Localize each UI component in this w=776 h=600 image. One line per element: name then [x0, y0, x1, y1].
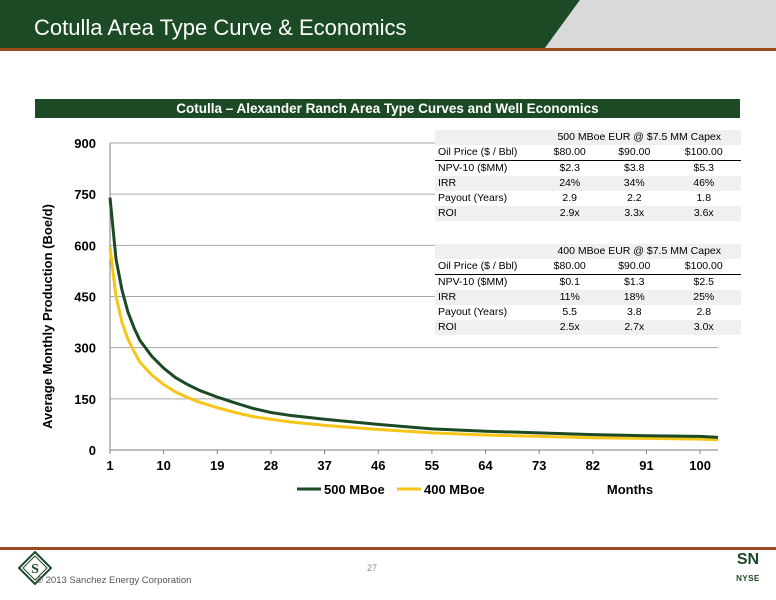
x-tick-label: 100 [689, 458, 711, 473]
table-cell: $0.1 [537, 274, 602, 290]
table-cell: 5.5 [562, 306, 578, 318]
x-tick-label: 19 [210, 458, 224, 473]
legend-label: 500 MBoe [324, 482, 385, 497]
table-cell: $3.8 [601, 160, 667, 176]
table-cell: 1.8 [696, 192, 712, 204]
row-label: NPV-10 ($MM) [435, 160, 538, 176]
row-label: NPV-10 ($MM) [435, 274, 538, 290]
column-header: $90.00 [618, 146, 651, 158]
y-tick-label: 900 [74, 136, 96, 151]
ticker-symbol: SN [736, 551, 760, 568]
column-header: $90.00 [618, 260, 651, 272]
section-header: Cotulla – Alexander Ranch Area Type Curv… [35, 99, 740, 118]
company-logo: S [18, 551, 52, 585]
title-bar-background [0, 0, 776, 48]
x-tick-label: 10 [156, 458, 170, 473]
series-line-400-mboe [108, 246, 719, 442]
table-cell: 18% [601, 290, 667, 305]
table-cell: 2.8 [696, 306, 712, 318]
copyright-text: © 2013 Sanchez Energy Corporation [36, 575, 192, 586]
row-label: Payout (Years) [438, 192, 508, 204]
table-row: Payout (Years) 5.5 3.8 2.8 [435, 305, 741, 320]
title-divider [0, 48, 776, 51]
table-cell: 46% [666, 176, 741, 191]
table-cell: 2.9x [537, 206, 602, 221]
column-header: $100.00 [684, 260, 723, 272]
x-tick-label: 82 [586, 458, 600, 473]
row-label: IRR [435, 290, 538, 305]
row-label: IRR [435, 176, 538, 191]
table-cell: 34% [601, 176, 667, 191]
page-number: 27 [366, 563, 377, 573]
series-line-500-mboe [108, 197, 719, 439]
table-row: ROI 2.5x 2.7x 3.0x [435, 320, 741, 335]
table-row: ROI 2.9x 3.3x 3.6x [435, 206, 741, 221]
column-header: Oil Price ($ / Bbl) [438, 146, 518, 158]
y-tick-label: 150 [74, 392, 96, 407]
x-tick-label: 91 [639, 458, 653, 473]
table-header-row: Oil Price ($ / Bbl) $80.00 $90.00 $100.0… [435, 145, 741, 161]
x-tick-label: 1 [106, 458, 113, 473]
x-tick-label: 73 [532, 458, 546, 473]
slide-title: Cotulla Area Type Curve & Economics [34, 15, 407, 40]
x-tick-label: 28 [264, 458, 278, 473]
y-tick-label: 750 [74, 187, 96, 202]
table-cell: 3.8 [626, 306, 642, 318]
y-tick-label: 600 [74, 238, 96, 253]
legend-label: 400 MBoe [424, 482, 485, 497]
column-header: $80.00 [553, 260, 586, 272]
table-cell: 3.6x [666, 206, 741, 221]
table-cell: 3.3x [601, 206, 667, 221]
series-lines [108, 197, 719, 442]
table-cell: $2.3 [537, 160, 602, 176]
table-header-row: Oil Price ($ / Bbl) $80.00 $90.00 $100.0… [435, 259, 741, 275]
title-bar: Cotulla Area Type Curve & Economics [0, 0, 776, 48]
table-cell: 24% [537, 176, 602, 191]
row-label: Payout (Years) [438, 306, 508, 318]
axes: 0 150 300 450 600 750 900 1 10 19 28 37 46 55 64 73 82 91… [40, 136, 718, 497]
y-tick-label: 0 [89, 443, 96, 458]
y-axis-title: Average Monthly Production (Boe/d) [40, 204, 55, 429]
footer-divider [0, 547, 776, 550]
table-caption-row: 400 MBoe EUR @ $7.5 MM Capex [435, 244, 741, 259]
table-caption: 400 MBoe EUR @ $7.5 MM Capex [537, 244, 741, 259]
table-cell: 2.7x [601, 320, 667, 335]
exchange-name: NYSE [736, 574, 760, 583]
x-tick-label: 37 [317, 458, 331, 473]
row-label: ROI [435, 206, 538, 221]
table-row: NPV-10 ($MM) $0.1 $1.3 $2.5 [435, 274, 741, 290]
table-cell: $1.3 [601, 274, 667, 290]
table-cell: 2.2 [626, 192, 642, 204]
table-cell: 25% [666, 290, 741, 305]
table-row: IRR 11% 18% 25% [435, 290, 741, 305]
column-header: $80.00 [553, 146, 586, 158]
x-axis-title: Months [607, 482, 653, 497]
row-label: ROI [435, 320, 538, 335]
y-tick-label: 300 [74, 341, 96, 356]
legend: 500 MBoe 400 MBoe [297, 482, 485, 497]
table-row: Payout (Years) 2.9 2.2 1.8 [435, 191, 741, 206]
ticker-badge: SN NYSE [728, 551, 768, 584]
x-tick-label: 46 [371, 458, 385, 473]
table-cell: 11% [537, 290, 602, 305]
x-tick-label: 55 [425, 458, 439, 473]
column-header: Oil Price ($ / Bbl) [438, 260, 518, 272]
table-caption: 500 MBoe EUR @ $7.5 MM Capex [537, 130, 741, 145]
table-row: NPV-10 ($MM) $2.3 $3.8 $5.3 [435, 160, 741, 176]
table-cell: 2.5x [537, 320, 602, 335]
table-row: IRR 24% 34% 46% [435, 176, 741, 191]
economics-table-500: 500 MBoe EUR @ $7.5 MM Capex Oil Price (… [435, 130, 741, 221]
table-caption-row: 500 MBoe EUR @ $7.5 MM Capex [435, 130, 741, 145]
logo-letter: S [31, 562, 39, 577]
economics-table-400: 400 MBoe EUR @ $7.5 MM Capex Oil Price (… [435, 244, 741, 335]
column-header: $100.00 [684, 146, 723, 158]
table-cell: 3.0x [666, 320, 741, 335]
x-tick-label: 64 [478, 458, 493, 473]
table-cell: $2.5 [666, 274, 741, 290]
table-cell: 2.9 [562, 192, 578, 204]
table-cell: $5.3 [666, 160, 741, 176]
y-tick-label: 450 [74, 290, 96, 305]
